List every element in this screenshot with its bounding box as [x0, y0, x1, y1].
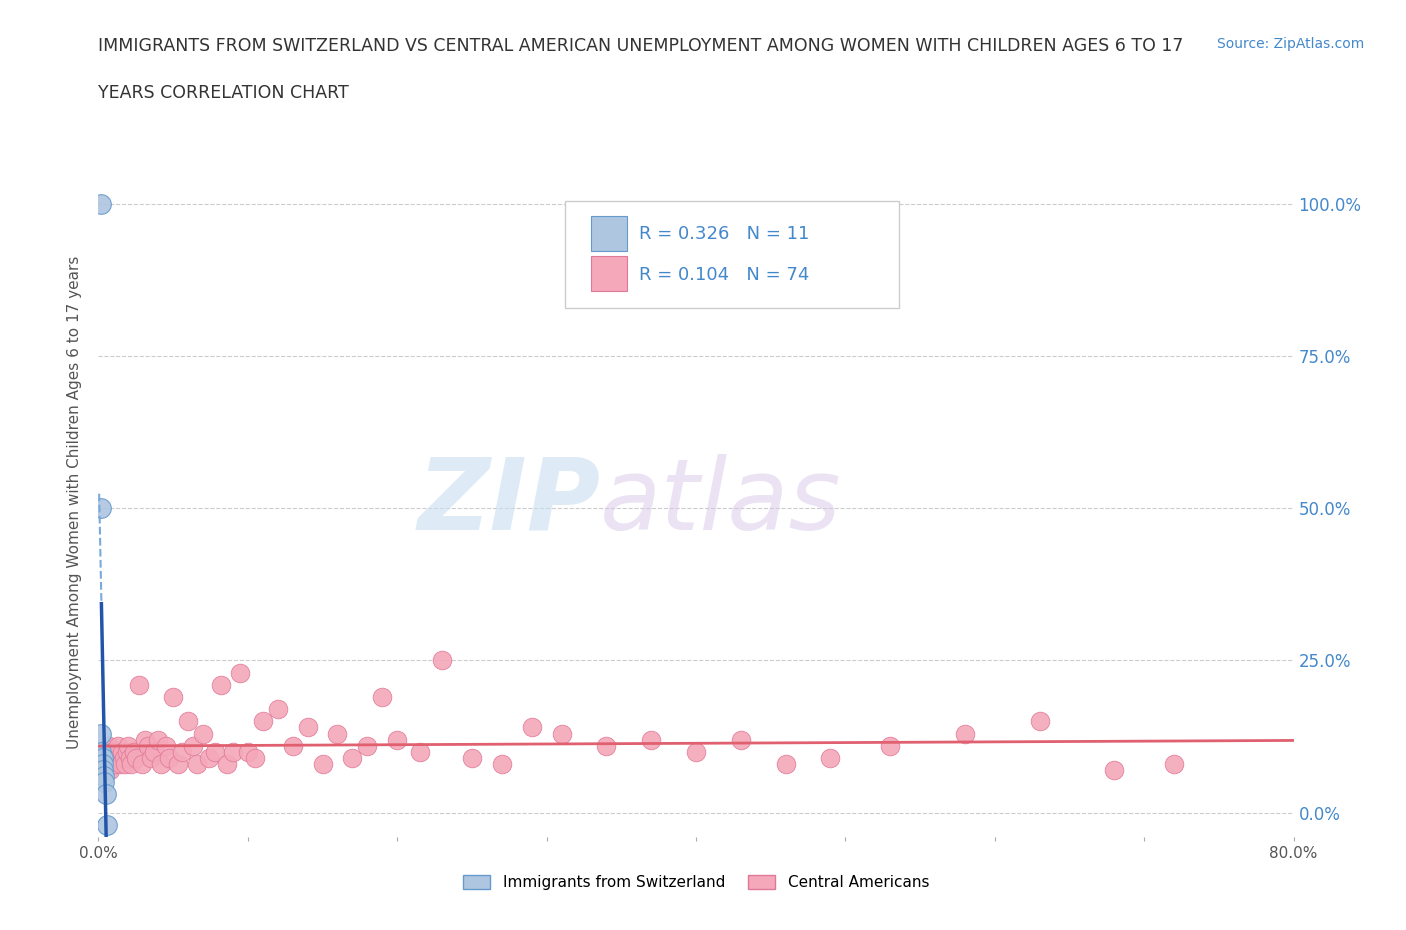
Point: [166, 756, 188, 771]
Point: [385, 732, 409, 747]
Bar: [591, 217, 627, 251]
Point: [124, 744, 146, 759]
Point: [148, 732, 170, 747]
Point: [191, 726, 214, 741]
Point: [91, 751, 114, 765]
Point: [209, 677, 232, 692]
Point: [103, 751, 125, 765]
Point: [98, 763, 122, 777]
Point: [128, 677, 150, 692]
Point: [1104, 763, 1126, 777]
Point: [90, 501, 112, 516]
Point: [91, 756, 114, 771]
Point: [94, 744, 117, 759]
Point: [93, 769, 115, 784]
Point: [96, 756, 118, 771]
Bar: [591, 257, 627, 291]
Point: [326, 726, 349, 741]
Point: [1028, 714, 1050, 729]
Point: [105, 744, 128, 759]
Point: [204, 744, 226, 759]
FancyBboxPatch shape: [565, 201, 900, 308]
Text: IMMIGRANTS FROM SWITZERLAND VS CENTRAL AMERICAN UNEMPLOYMENT AMONG WOMEN WITH CH: IMMIGRANTS FROM SWITZERLAND VS CENTRAL A…: [98, 37, 1184, 55]
Text: ZIP: ZIP: [418, 454, 600, 551]
Point: [155, 738, 177, 753]
Point: [94, 787, 117, 802]
Point: [90, 726, 112, 741]
Point: [267, 702, 290, 717]
Point: [281, 738, 304, 753]
Point: [104, 756, 127, 771]
Text: R = 0.326   N = 11: R = 0.326 N = 11: [638, 225, 808, 244]
Point: [125, 751, 148, 765]
Point: [117, 738, 139, 753]
Point: [595, 738, 617, 753]
Point: [222, 744, 245, 759]
Point: [120, 756, 142, 771]
Point: [118, 751, 141, 765]
Point: [198, 751, 221, 765]
Point: [520, 720, 543, 735]
Point: [91, 756, 114, 771]
Point: [139, 751, 162, 765]
Text: atlas: atlas: [600, 454, 842, 551]
Point: [111, 744, 134, 759]
Legend: Immigrants from Switzerland, Central Americans: Immigrants from Switzerland, Central Ame…: [457, 869, 935, 897]
Point: [96, 817, 118, 832]
Point: [371, 689, 394, 704]
Text: YEARS CORRELATION CHART: YEARS CORRELATION CHART: [98, 84, 349, 101]
Point: [91, 763, 114, 777]
Point: [186, 756, 208, 771]
Point: [297, 720, 319, 735]
Point: [115, 744, 138, 759]
Point: [461, 751, 484, 765]
Point: [491, 756, 513, 771]
Point: [430, 653, 453, 668]
Point: [131, 756, 153, 771]
Point: [142, 744, 165, 759]
Point: [90, 196, 112, 211]
Point: [177, 714, 200, 729]
Point: [953, 726, 976, 741]
Point: [134, 732, 156, 747]
Point: [245, 751, 267, 765]
Point: [114, 756, 136, 771]
Point: [342, 751, 364, 765]
Point: [685, 744, 707, 759]
Point: [408, 744, 430, 759]
Point: [356, 738, 378, 753]
Y-axis label: Unemployment Among Women with Children Ages 6 to 17 years: Unemployment Among Women with Children A…: [67, 256, 83, 749]
Point: [136, 738, 159, 753]
Point: [90, 744, 112, 759]
Point: [110, 756, 132, 771]
Point: [550, 726, 572, 741]
Point: [93, 751, 115, 765]
Point: [820, 751, 842, 765]
Point: [172, 744, 194, 759]
Point: [879, 738, 901, 753]
Point: [730, 732, 752, 747]
Point: [162, 689, 184, 704]
Point: [640, 732, 662, 747]
Point: [93, 775, 115, 790]
Point: [311, 756, 333, 771]
Point: [236, 744, 259, 759]
Text: R = 0.104   N = 74: R = 0.104 N = 74: [638, 266, 808, 284]
Point: [112, 751, 135, 765]
Text: Source: ZipAtlas.com: Source: ZipAtlas.com: [1216, 37, 1364, 51]
Point: [215, 756, 238, 771]
Point: [181, 738, 204, 753]
Point: [97, 738, 120, 753]
Point: [157, 751, 180, 765]
Point: [1163, 756, 1185, 771]
Point: [229, 665, 252, 680]
Point: [775, 756, 797, 771]
Point: [108, 751, 131, 765]
Point: [150, 756, 173, 771]
Point: [101, 744, 124, 759]
Point: [252, 714, 274, 729]
Point: [107, 738, 129, 753]
